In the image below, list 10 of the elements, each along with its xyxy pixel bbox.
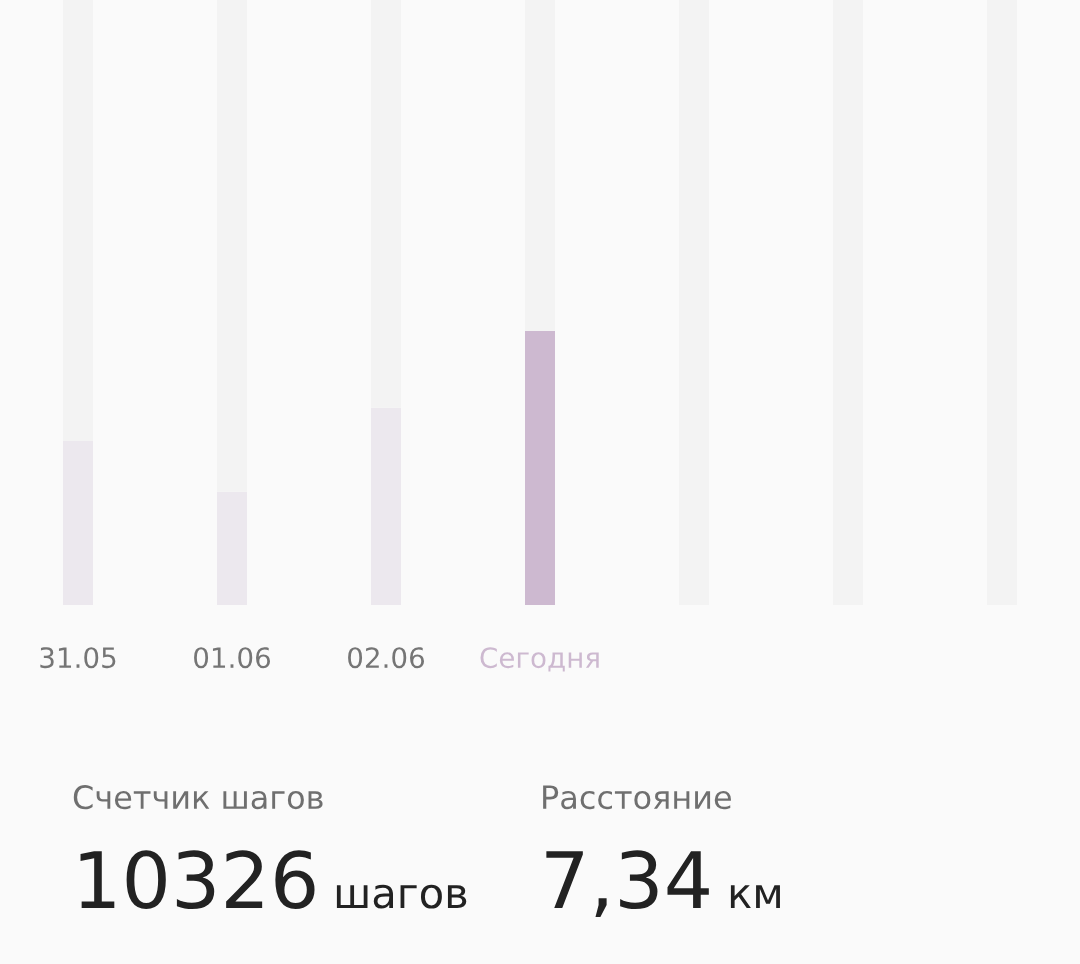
x-tick-label: Сегодня [480, 647, 599, 672]
text: Расстояние [543, 785, 731, 810]
text: 10326 [80, 850, 315, 910]
x-tick-label: 31.05 [40, 647, 116, 669]
x-tick-label: 01.06 [194, 647, 271, 669]
text: шагов [336, 884, 467, 909]
text: 7,34 [546, 850, 709, 918]
text: Счетчик шагов [73, 785, 323, 810]
text: км [730, 885, 780, 908]
x-tick-label: 02.06 [348, 647, 425, 669]
